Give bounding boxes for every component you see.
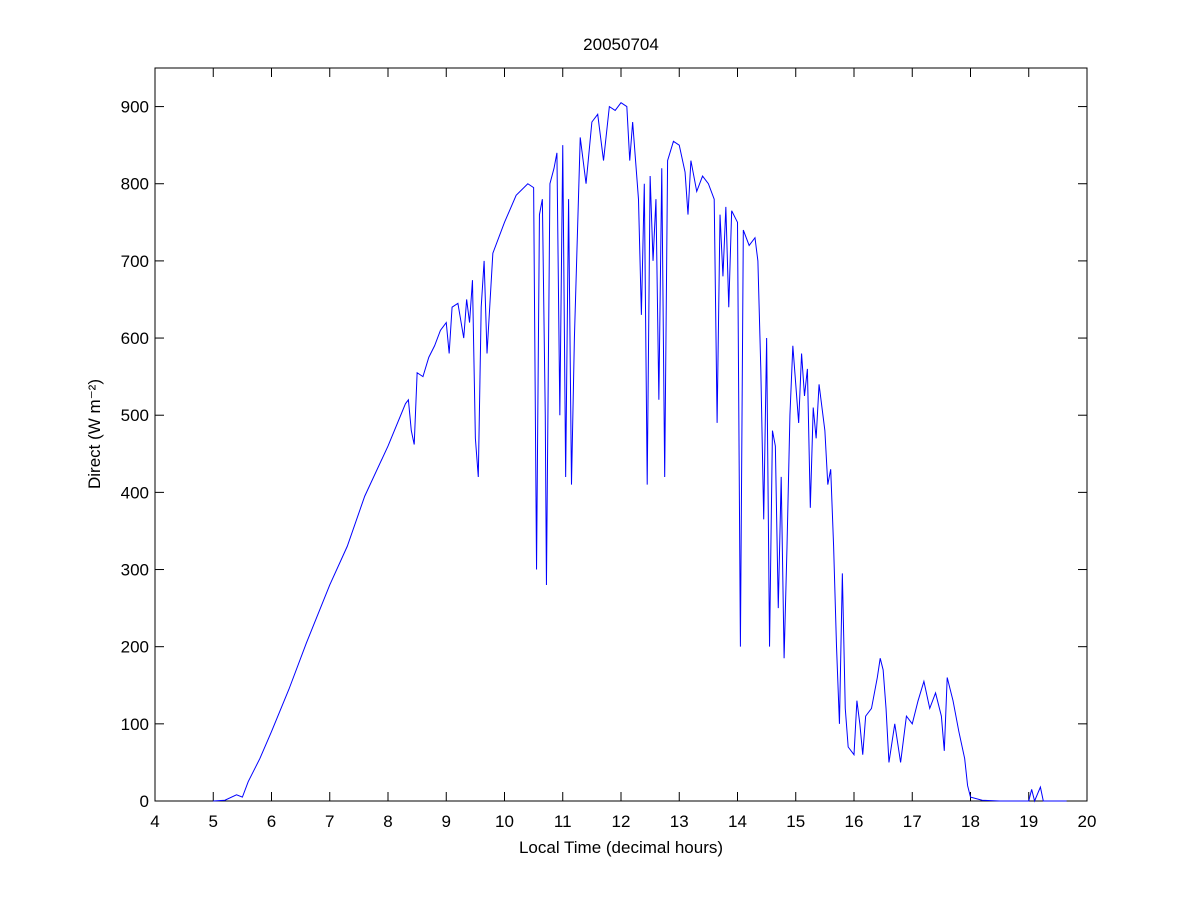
x-tick-label: 9 bbox=[442, 812, 451, 831]
x-tick-label: 4 bbox=[150, 812, 159, 831]
x-tick-label: 5 bbox=[209, 812, 218, 831]
y-axis-label: Direct (W m⁻²) bbox=[85, 379, 104, 489]
x-tick-label: 7 bbox=[325, 812, 334, 831]
x-tick-label: 14 bbox=[728, 812, 747, 831]
x-tick-label: 16 bbox=[845, 812, 864, 831]
y-tick-label: 0 bbox=[140, 792, 149, 811]
x-tick-label: 20 bbox=[1078, 812, 1097, 831]
x-tick-label: 10 bbox=[495, 812, 514, 831]
y-tick-label: 300 bbox=[121, 561, 149, 580]
x-tick-label: 13 bbox=[670, 812, 689, 831]
x-tick-label: 19 bbox=[1019, 812, 1038, 831]
y-tick-label: 400 bbox=[121, 483, 149, 502]
y-tick-label: 800 bbox=[121, 175, 149, 194]
y-tick-label: 900 bbox=[121, 98, 149, 117]
x-tick-label: 8 bbox=[383, 812, 392, 831]
y-tick-label: 500 bbox=[121, 406, 149, 425]
y-tick-label: 100 bbox=[121, 715, 149, 734]
chart-title: 20050704 bbox=[583, 35, 659, 54]
x-tick-label: 11 bbox=[554, 812, 572, 831]
x-tick-label: 15 bbox=[786, 812, 805, 831]
y-tick-label: 200 bbox=[121, 638, 149, 657]
x-tick-label: 18 bbox=[961, 812, 980, 831]
data-line bbox=[213, 102, 1067, 803]
x-tick-label: 12 bbox=[612, 812, 631, 831]
x-axis-label: Local Time (decimal hours) bbox=[519, 838, 723, 857]
x-tick-label: 6 bbox=[267, 812, 276, 831]
y-tick-label: 600 bbox=[121, 329, 149, 348]
y-tick-label: 700 bbox=[121, 252, 149, 271]
x-tick-label: 17 bbox=[903, 812, 922, 831]
